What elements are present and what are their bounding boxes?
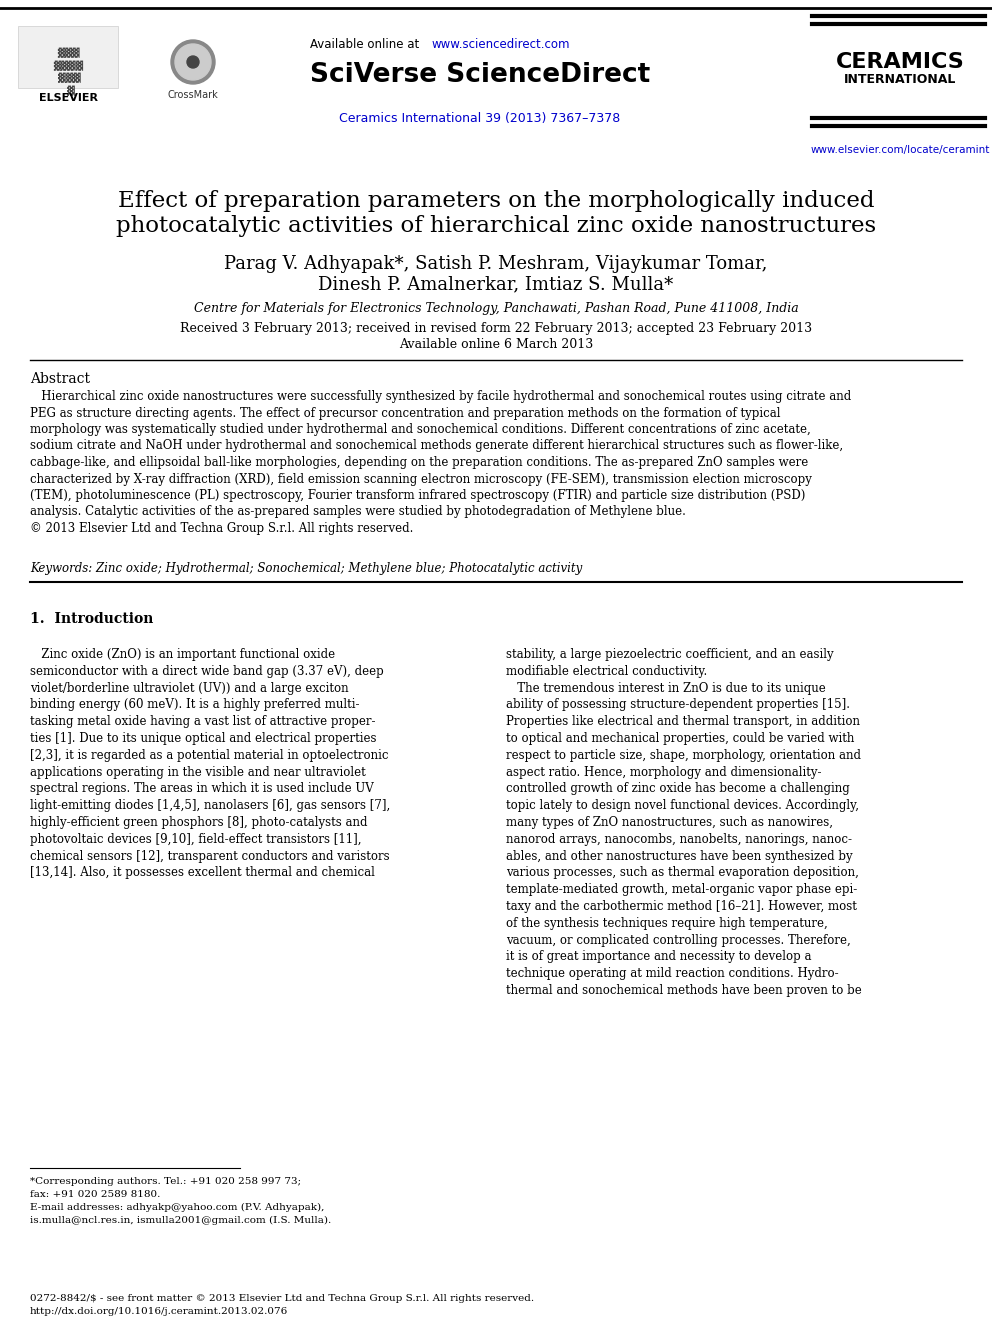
Text: Dinesh P. Amalnerkar, Imtiaz S. Mulla*: Dinesh P. Amalnerkar, Imtiaz S. Mulla* <box>318 275 674 292</box>
Text: E-mail addresses: adhyakp@yahoo.com (P.V. Adhyapak),: E-mail addresses: adhyakp@yahoo.com (P.V… <box>30 1203 324 1212</box>
Text: Received 3 February 2013; received in revised form 22 February 2013; accepted 23: Received 3 February 2013; received in re… <box>180 321 812 335</box>
Text: Centre for Materials for Electronics Technology, Panchawati, Pashan Road, Pune 4: Centre for Materials for Electronics Tec… <box>193 302 799 315</box>
Text: Available online 6 March 2013: Available online 6 March 2013 <box>399 337 593 351</box>
Circle shape <box>175 44 211 79</box>
Circle shape <box>171 40 215 83</box>
Text: 1.  Introduction: 1. Introduction <box>30 613 154 626</box>
Text: www.sciencedirect.com: www.sciencedirect.com <box>432 38 570 52</box>
Text: is.mulla@ncl.res.in, ismulla2001@gmail.com (I.S. Mulla).: is.mulla@ncl.res.in, ismulla2001@gmail.c… <box>30 1216 331 1225</box>
Text: Available online at: Available online at <box>310 38 423 52</box>
Text: 0272-8842/$ - see front matter © 2013 Elsevier Ltd and Techna Group S.r.l. All r: 0272-8842/$ - see front matter © 2013 El… <box>30 1294 534 1303</box>
Text: INTERNATIONAL: INTERNATIONAL <box>844 73 956 86</box>
Bar <box>18 26 118 89</box>
Text: SciVerse ScienceDirect: SciVerse ScienceDirect <box>310 62 650 89</box>
Circle shape <box>187 56 199 67</box>
Text: ELSEVIER: ELSEVIER <box>39 93 97 103</box>
Text: photocatalytic activities of hierarchical zinc oxide nanostructures: photocatalytic activities of hierarchica… <box>116 216 876 237</box>
Text: www.elsevier.com/locate/ceramint: www.elsevier.com/locate/ceramint <box>810 146 990 155</box>
Text: Abstract: Abstract <box>30 372 90 386</box>
Text: *Corresponding authors. Tel.: +91 020 258 997 73;: *Corresponding authors. Tel.: +91 020 25… <box>30 1177 302 1185</box>
Text: CERAMICS: CERAMICS <box>835 52 964 71</box>
Text: Keywords: Zinc oxide; Hydrothermal; Sonochemical; Methylene blue; Photocatalytic: Keywords: Zinc oxide; Hydrothermal; Sono… <box>30 562 582 576</box>
Text: CrossMark: CrossMark <box>168 90 218 101</box>
Text: stability, a large piezoelectric coefficient, and an easily
modifiable electrica: stability, a large piezoelectric coeffic… <box>506 648 862 998</box>
Text: Effect of preparation parameters on the morphologically induced: Effect of preparation parameters on the … <box>118 191 874 212</box>
Text: Hierarchical zinc oxide nanostructures were successfully synthesized by facile h: Hierarchical zinc oxide nanostructures w… <box>30 390 851 534</box>
Text: ▓▓▓
▓▓▓▓
 ▓▓▓
  ▓: ▓▓▓ ▓▓▓▓ ▓▓▓ ▓ <box>53 48 83 95</box>
Text: Zinc oxide (ZnO) is an important functional oxide
semiconductor with a direct wi: Zinc oxide (ZnO) is an important functio… <box>30 648 390 880</box>
Text: Ceramics International 39 (2013) 7367–7378: Ceramics International 39 (2013) 7367–73… <box>339 112 621 124</box>
Text: fax: +91 020 2589 8180.: fax: +91 020 2589 8180. <box>30 1189 161 1199</box>
Text: Parag V. Adhyapak*, Satish P. Meshram, Vijaykumar Tomar,: Parag V. Adhyapak*, Satish P. Meshram, V… <box>224 255 768 273</box>
Text: http://dx.doi.org/10.1016/j.ceramint.2013.02.076: http://dx.doi.org/10.1016/j.ceramint.201… <box>30 1307 289 1316</box>
